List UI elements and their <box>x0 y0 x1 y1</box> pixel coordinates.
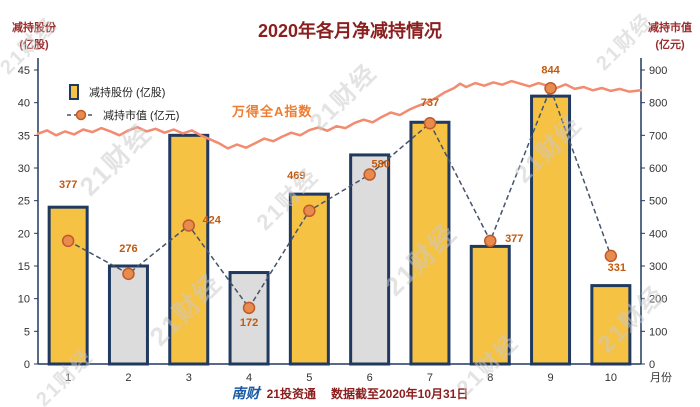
value-label-month-5: 469 <box>287 170 305 182</box>
left-tick-label: 20 <box>18 228 30 240</box>
x-tick-label: 5 <box>306 372 312 384</box>
bar-month-9 <box>530 94 572 366</box>
value-label-month-10: 331 <box>608 262 626 274</box>
x-tick-label: 2 <box>125 372 131 384</box>
left-tick-label: 15 <box>18 261 30 273</box>
x-tick-label: 6 <box>367 372 373 384</box>
left-tick-label: 45 <box>18 65 30 77</box>
bar-month-3 <box>168 133 210 366</box>
legend: 减持股份 (亿股) 减持市值 (亿元) <box>66 80 179 126</box>
right-tick-label: 900 <box>649 65 667 77</box>
left-tick-label: 25 <box>18 196 30 208</box>
x-tick-label: 8 <box>487 372 493 384</box>
left-axis-title-line1: 减持股份 <box>12 22 56 34</box>
x-tick-label: 1 <box>65 372 71 384</box>
bar-month-7 <box>409 120 451 366</box>
index-line <box>36 79 643 150</box>
bar-month-5 <box>288 192 330 366</box>
right-axis-title-line2: (亿元) <box>655 38 685 51</box>
left-axis-title: 减持股份 (亿股) <box>12 20 56 53</box>
right-tick-label: 300 <box>649 261 667 273</box>
bar-series-icon <box>69 83 79 100</box>
x-tick-label: 3 <box>186 372 192 384</box>
right-axis-title: 减持市值 (亿元) <box>648 20 692 53</box>
left-tick-label: 30 <box>18 163 30 175</box>
value-label-month-9: 844 <box>541 64 560 76</box>
marker-month-10 <box>604 249 618 263</box>
chart-title: 2020年各月净减持情况 <box>257 21 443 41</box>
bar-month-1 <box>47 205 89 366</box>
x-axis-unit-label: 月份 <box>650 371 672 384</box>
marker-month-6 <box>363 168 376 181</box>
footer: 南财 21投资通 数据截至2020年10月31日 <box>0 383 700 403</box>
left-axis-title-line2: (亿股) <box>19 38 49 51</box>
left-tick-label: 40 <box>18 98 30 110</box>
legend-bar-label: 减持股份 (亿股) <box>89 86 166 99</box>
left-tick-label: 0 <box>24 359 30 371</box>
marker-month-7 <box>423 116 437 130</box>
market-value-line <box>67 86 612 310</box>
x-tick-label: 10 <box>605 372 617 384</box>
marker-month-8 <box>484 234 497 248</box>
right-tick-label: 0 <box>649 359 655 371</box>
index-line-annotation: 万得全A指数 <box>232 104 313 119</box>
left-tick-label: 10 <box>18 294 30 306</box>
right-tick-label: 200 <box>649 294 667 306</box>
legend-item-line: 减持市值 (亿元) <box>66 103 179 126</box>
value-label-month-4: 172 <box>240 317 258 329</box>
x-tick-label: 4 <box>246 372 252 384</box>
right-tick-label: 500 <box>649 196 667 208</box>
bar-month-2 <box>107 264 149 366</box>
right-tick-label: 400 <box>649 228 667 240</box>
left-tick-label: 35 <box>18 130 30 142</box>
bar-month-4 <box>228 271 270 366</box>
bar-month-6 <box>349 153 391 366</box>
value-label-month-2: 276 <box>119 243 137 255</box>
value-label-month-1: 377 <box>59 179 77 191</box>
left-tick-label: 5 <box>24 326 30 338</box>
value-label-month-8: 377 <box>505 233 523 245</box>
x-tick-label: 7 <box>427 372 433 384</box>
right-tick-label: 100 <box>649 326 667 338</box>
data-cutoff-note: 数据截至2020年10月31日 <box>330 387 469 401</box>
right-tick-label: 700 <box>649 130 667 142</box>
right-tick-label: 800 <box>649 98 667 110</box>
legend-line-label: 减持市值 (亿元) <box>103 109 180 122</box>
marker-month-1 <box>61 234 75 248</box>
source-label: 21投资通 <box>266 387 316 401</box>
publisher-logo: 南财 <box>231 385 260 401</box>
marker-month-4 <box>242 301 256 315</box>
value-label-month-7: 737 <box>421 97 439 109</box>
marker-month-3 <box>182 219 195 232</box>
value-label-month-3: 424 <box>203 214 222 226</box>
bar-month-8 <box>469 244 511 366</box>
marker-month-2 <box>122 267 135 281</box>
value-label-month-6: 580 <box>371 159 389 171</box>
x-tick-label: 9 <box>547 372 553 384</box>
right-tick-label: 600 <box>649 163 667 175</box>
line-series-icon <box>67 109 95 120</box>
bar-month-10 <box>590 284 632 366</box>
legend-item-bar: 减持股份 (亿股) <box>66 80 179 103</box>
marker-month-9 <box>544 82 557 95</box>
right-axis-title-line1: 减持市值 <box>648 22 692 34</box>
marker-month-5 <box>303 204 316 218</box>
